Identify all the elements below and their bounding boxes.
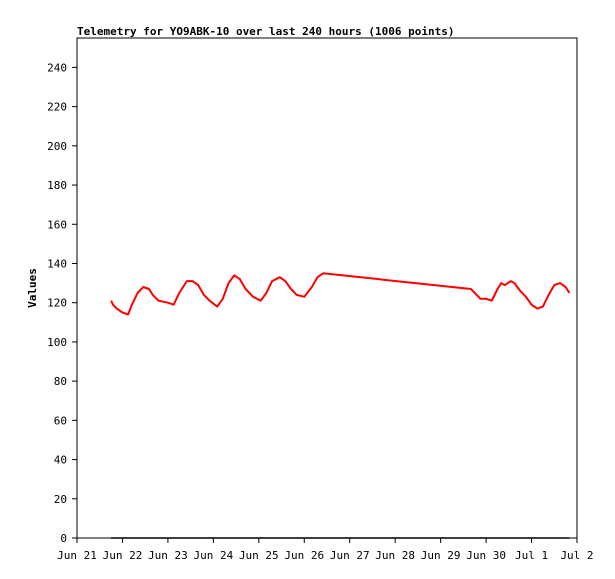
x-tick-label: Jul 2 (560, 549, 593, 562)
y-axis-label: Values (26, 268, 39, 308)
x-tick-label: Jun 24 (193, 549, 233, 562)
y-tick-label: 120 (47, 297, 67, 310)
x-tick-label: Jun 25 (239, 549, 279, 562)
y-tick-label: 40 (54, 454, 67, 467)
chart-title: Telemetry for YO9ABK-10 over last 240 ho… (77, 25, 455, 38)
y-tick-label: 80 (54, 375, 67, 388)
x-tick-label: Jun 29 (421, 549, 461, 562)
y-tick-label: 60 (54, 414, 67, 427)
y-tick-label: 200 (47, 140, 67, 153)
x-axis: Jun 21 Jun 22 Jun 23 Jun 24 Jun 25 Jun 26 Jun … (57, 538, 594, 562)
y-axis: 0 20 40 60 80 100 120 140 160 180 200 220 240 (47, 61, 77, 545)
x-tick-label: Jun 28 (375, 549, 415, 562)
y-tick-label: 20 (54, 493, 67, 506)
y-tick-label: 180 (47, 179, 67, 192)
y-tick-label: 220 (47, 101, 67, 114)
x-tick-label: Jul 1 (515, 549, 548, 562)
x-tick-label: Jun 22 (103, 549, 143, 562)
y-tick-label: 100 (47, 336, 67, 349)
plot-frame (76, 37, 578, 539)
y-tick-label: 140 (47, 257, 67, 270)
series-line-0 (110, 272, 571, 316)
x-tick-label: Jun 30 (466, 549, 506, 562)
y-tick-label: 240 (47, 61, 67, 74)
series-layer (110, 272, 571, 539)
y-tick-label: 160 (47, 218, 67, 231)
x-tick-label: Jun 21 (57, 549, 97, 562)
y-tick-label: 0 (60, 532, 67, 545)
x-tick-label: Jun 23 (148, 549, 188, 562)
x-tick-label: Jun 27 (330, 549, 370, 562)
x-tick-label: Jun 26 (284, 549, 324, 562)
